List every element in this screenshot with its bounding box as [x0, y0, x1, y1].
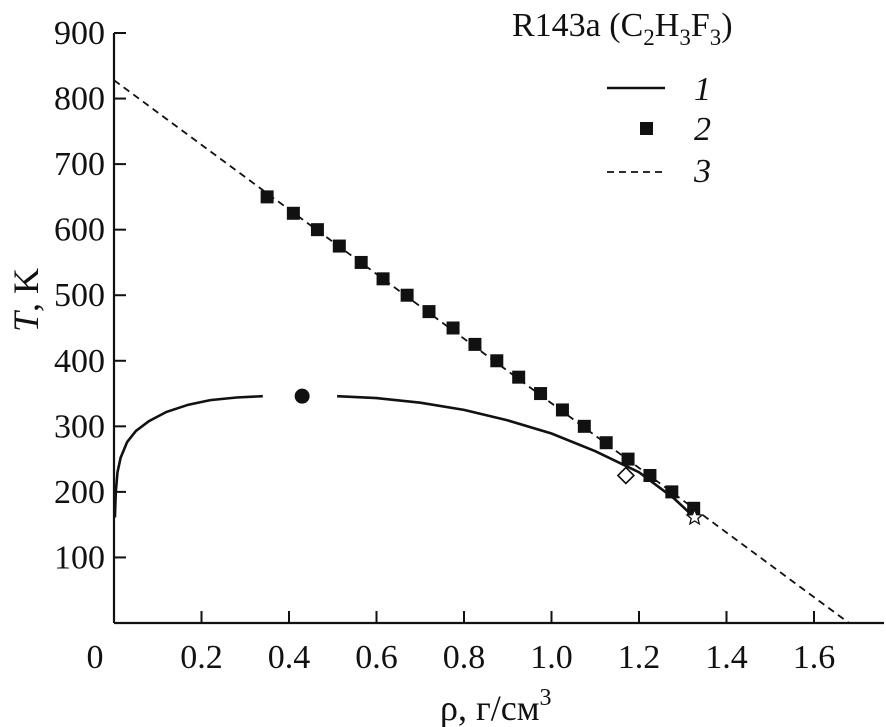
- series-2-point: [555, 403, 569, 417]
- y-tick-label: 200: [54, 474, 105, 511]
- x-tick-label: 0.8: [443, 639, 486, 676]
- series-1-line: [113, 394, 263, 518]
- y-tick-label: 900: [54, 15, 105, 52]
- x-tick-label: 0.6: [355, 639, 398, 676]
- series-layer: [113, 79, 850, 624]
- series-3-line: [113, 79, 850, 624]
- origin-tick-label: 0: [87, 639, 104, 676]
- legend-label-2: 2: [694, 111, 711, 148]
- y-tick-label: 800: [54, 81, 105, 118]
- series-2-point: [400, 288, 414, 302]
- series-2-point: [468, 337, 482, 351]
- series-1-line: [337, 394, 695, 518]
- axes: [112, 33, 884, 625]
- y-tick-label: 300: [54, 408, 105, 445]
- x-tick-label: 1.2: [618, 639, 661, 676]
- x-tick-label: 0.2: [180, 639, 223, 676]
- y-tick-label: 100: [54, 539, 105, 576]
- critical-point: [294, 388, 310, 404]
- triple-point: [685, 507, 704, 526]
- y-tick-label: 700: [54, 146, 105, 183]
- series-2-point: [534, 387, 548, 401]
- series-2-point: [354, 255, 368, 269]
- y-tick-label: 600: [54, 212, 105, 249]
- legend: 1 2 3: [607, 71, 711, 190]
- points-layer: [294, 388, 704, 526]
- series-2-point: [422, 305, 436, 319]
- tick-labels: 0.2 0.4 0.6 0.8 1.0 1.2 1.4 1.6 0 100 200 300 400 500…: [54, 15, 835, 676]
- x-tick-label: 1.0: [530, 639, 573, 676]
- diamond-point: [616, 466, 636, 485]
- x-tick-label: 0.4: [268, 639, 311, 676]
- series-2-point: [490, 354, 504, 368]
- chart-title: R143a (C2H3F3): [512, 7, 733, 50]
- x-tick-label: 1.6: [793, 639, 836, 676]
- series-2-point: [376, 272, 390, 286]
- legend-label-1: 1: [694, 71, 711, 108]
- legend-square-marker: [640, 122, 653, 135]
- y-tick-label: 400: [54, 343, 105, 380]
- series-2-point: [260, 190, 274, 204]
- series-2-point: [446, 321, 460, 335]
- x-axis-title: ρ, г/см3: [440, 685, 552, 727]
- legend-label-3: 3: [693, 153, 711, 190]
- y-tick-label: 500: [54, 277, 105, 314]
- y-axis-title: T, K: [6, 268, 46, 332]
- x-tick-label: 1.4: [705, 639, 748, 676]
